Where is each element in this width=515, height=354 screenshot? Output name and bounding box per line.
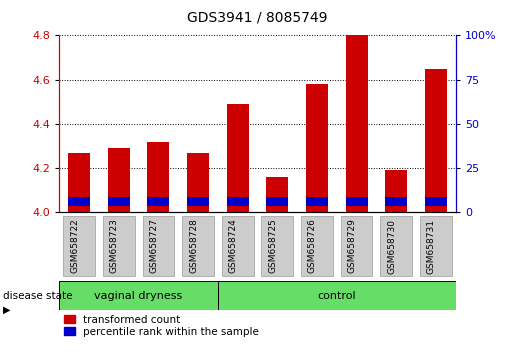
- Bar: [108, 148, 130, 212]
- Bar: [227, 197, 249, 206]
- Text: GSM658724: GSM658724: [229, 219, 238, 273]
- Bar: [68, 153, 90, 212]
- Bar: [420, 216, 452, 276]
- Bar: [222, 216, 253, 276]
- Bar: [227, 104, 249, 212]
- Bar: [182, 216, 214, 276]
- Bar: [63, 216, 95, 276]
- Text: GSM658722: GSM658722: [70, 219, 79, 273]
- Text: disease state: disease state: [3, 291, 72, 301]
- Text: GSM658726: GSM658726: [308, 218, 317, 274]
- Text: GSM658728: GSM658728: [189, 218, 198, 274]
- Text: GSM658725: GSM658725: [268, 218, 277, 274]
- Bar: [301, 216, 333, 276]
- Bar: [306, 84, 328, 212]
- Bar: [262, 216, 293, 276]
- Bar: [266, 197, 288, 206]
- Text: GSM658723: GSM658723: [110, 218, 118, 274]
- Bar: [59, 281, 218, 310]
- Text: GSM658731: GSM658731: [427, 218, 436, 274]
- Bar: [385, 170, 407, 212]
- Text: GDS3941 / 8085749: GDS3941 / 8085749: [187, 11, 328, 25]
- Bar: [266, 177, 288, 212]
- Text: ▶: ▶: [3, 304, 10, 314]
- Text: control: control: [317, 291, 356, 301]
- Text: GSM658729: GSM658729: [348, 218, 356, 274]
- Legend: transformed count, percentile rank within the sample: transformed count, percentile rank withi…: [64, 315, 259, 337]
- Bar: [385, 197, 407, 206]
- Bar: [108, 197, 130, 206]
- Text: vaginal dryness: vaginal dryness: [94, 291, 183, 301]
- Text: GSM658727: GSM658727: [149, 218, 159, 274]
- Bar: [147, 142, 169, 212]
- Bar: [187, 197, 209, 206]
- Bar: [425, 197, 447, 206]
- Bar: [306, 197, 328, 206]
- Bar: [381, 216, 412, 276]
- Bar: [218, 281, 456, 310]
- Bar: [346, 35, 368, 212]
- Bar: [425, 69, 447, 212]
- Bar: [341, 216, 372, 276]
- Bar: [143, 216, 174, 276]
- Bar: [187, 153, 209, 212]
- Bar: [68, 197, 90, 206]
- Bar: [103, 216, 134, 276]
- Text: GSM658730: GSM658730: [387, 218, 397, 274]
- Bar: [147, 197, 169, 206]
- Bar: [346, 197, 368, 206]
